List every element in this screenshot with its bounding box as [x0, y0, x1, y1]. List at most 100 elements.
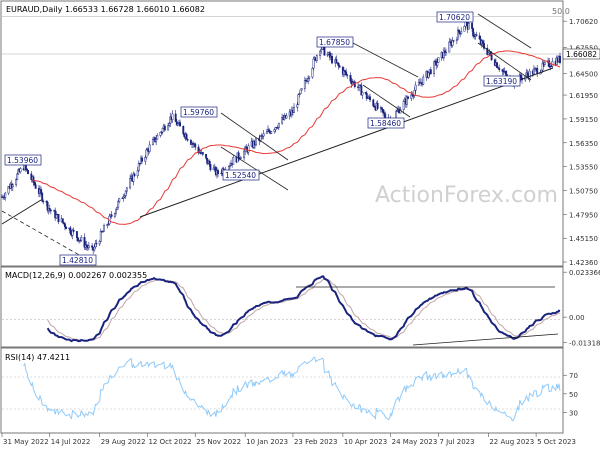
candle-body — [436, 62, 439, 66]
candle-body — [229, 165, 231, 167]
candle-body — [365, 93, 368, 99]
candle-body — [138, 162, 141, 165]
moving-average-line — [32, 50, 561, 225]
price-axis-label: 1.59150 — [569, 116, 598, 124]
candle-body — [487, 52, 490, 55]
candle-body — [382, 109, 384, 113]
candle-body — [48, 208, 51, 211]
candle-body — [167, 125, 170, 131]
candle-body — [458, 29, 460, 33]
macd-axis-label: 0.023366 — [569, 269, 600, 277]
pivot-label: 1.52540 — [225, 171, 256, 180]
x-axis-label: 5 Oct 2023 — [537, 438, 576, 446]
candle-body — [467, 22, 470, 30]
candle-body — [451, 40, 454, 46]
candle-body — [40, 189, 43, 194]
candle-body — [159, 131, 162, 136]
candle-body — [54, 210, 57, 219]
candle-body — [437, 57, 440, 63]
candle-body — [452, 40, 455, 42]
candle-body — [122, 196, 125, 199]
candle-body — [125, 187, 128, 192]
candle-body — [276, 127, 279, 129]
candle-body — [335, 59, 338, 64]
pivot-label-box — [222, 169, 260, 181]
candle-body — [298, 93, 301, 95]
candle-body — [85, 244, 88, 247]
candle-body — [343, 70, 345, 75]
x-axis: 31 May 2022 14 Jul 2022 29 Aug 2022 12 Oct … — [1, 433, 576, 446]
candle-body — [475, 34, 478, 37]
candle-body — [239, 157, 242, 159]
candle-body — [26, 168, 28, 171]
x-axis-label: 12 Oct 2022 — [148, 438, 191, 446]
candle-body — [121, 197, 124, 199]
candle-body — [315, 55, 318, 61]
candle-body — [4, 192, 7, 198]
candle-body — [311, 68, 314, 78]
candle-body — [381, 107, 383, 110]
macd-axis-label: -0.013186 — [569, 339, 600, 347]
candle-body — [455, 38, 458, 41]
candle-body — [163, 125, 166, 131]
candle-body — [24, 164, 27, 170]
candle-body — [463, 26, 466, 32]
candle-body — [326, 54, 329, 56]
candle-body — [117, 201, 120, 208]
candle-body — [176, 123, 179, 126]
candle-body — [118, 198, 121, 202]
last-price-box — [562, 48, 600, 60]
candle-body — [156, 135, 159, 140]
candle-body — [132, 173, 135, 182]
candle-body — [501, 69, 504, 72]
candle-body — [490, 54, 493, 61]
candle-body — [481, 40, 484, 44]
x-axis-label: 10 Jan 2023 — [246, 438, 288, 446]
price-axis-label: 1.70620 — [569, 18, 598, 26]
chart-title: EURAUD,Daily 1.66533 1.66728 1.66010 1.6… — [6, 5, 205, 14]
candle-body — [319, 50, 322, 56]
candle-body — [372, 99, 375, 107]
candle-body — [145, 149, 148, 158]
pivot-label-box — [4, 154, 42, 166]
pivot-label: 1.67850 — [319, 38, 350, 47]
candle-body — [433, 61, 436, 75]
candle-body — [369, 96, 371, 101]
x-axis-label: 25 Nov 2022 — [196, 438, 241, 446]
candle-body — [83, 237, 86, 248]
candle-body — [472, 28, 475, 37]
candle-body — [478, 35, 481, 40]
candle-body — [179, 122, 181, 127]
candle-body — [245, 146, 248, 149]
candle-body — [407, 96, 409, 99]
candle-body — [528, 70, 531, 79]
candle-body — [19, 168, 22, 173]
candle-body — [255, 137, 257, 146]
candle-body — [189, 139, 192, 145]
candle-body — [55, 214, 58, 219]
x-axis-label: 29 Aug 2022 — [101, 438, 146, 446]
macd-title: MACD(12,26,9) 0.002267 0.002355 — [5, 271, 147, 280]
candle-body — [405, 96, 408, 105]
candle-body — [137, 163, 140, 172]
rsi-axis-label: 50 — [569, 391, 578, 399]
candle-body — [483, 43, 485, 49]
candle-body — [194, 143, 197, 148]
candle-body — [102, 231, 104, 233]
candle-body — [519, 74, 522, 79]
candle-body — [486, 48, 489, 55]
candle-body — [496, 62, 498, 68]
candle-body — [410, 94, 413, 99]
price-axis-label: 1.42360 — [569, 259, 598, 267]
candle-body — [273, 129, 276, 132]
x-axis-label: 23 Feb 2023 — [294, 438, 338, 446]
pivot-label-box — [180, 106, 218, 118]
candle-body — [103, 225, 105, 232]
candle-body — [364, 92, 367, 94]
candle-body — [45, 200, 48, 203]
candle-body — [445, 51, 447, 54]
candle-body — [136, 170, 139, 177]
price-axis-label: 1.50750 — [569, 187, 598, 195]
candle-body — [133, 173, 136, 177]
candle-body — [62, 222, 65, 224]
